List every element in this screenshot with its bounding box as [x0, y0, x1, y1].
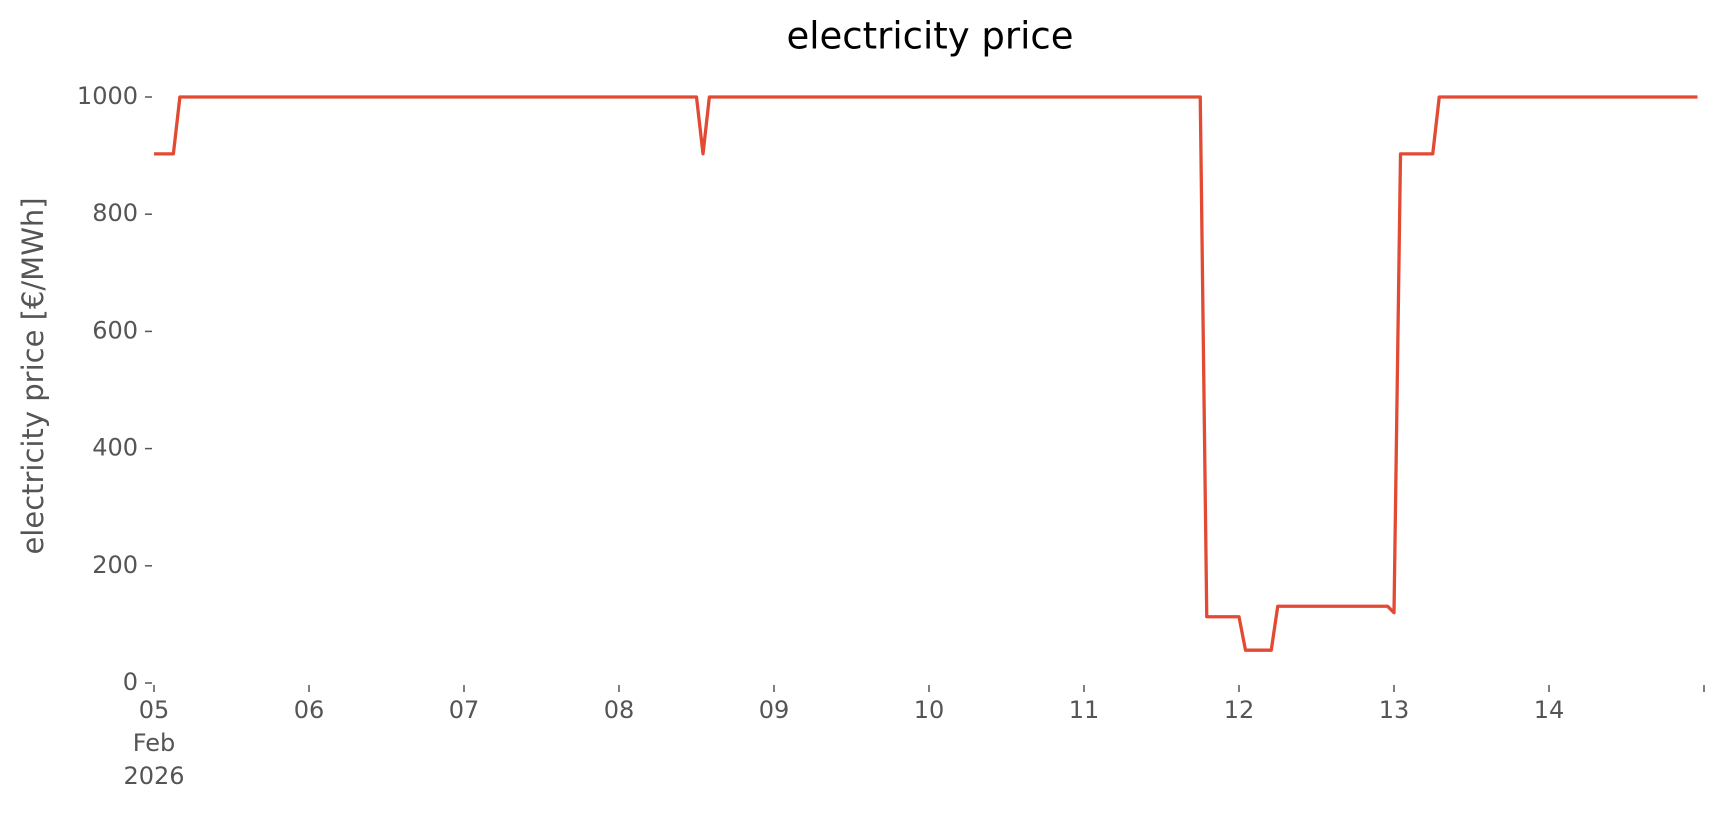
- x-tick-label: 14: [1533, 696, 1565, 724]
- x-tick-label: 06: [293, 696, 325, 724]
- y-tick-label: 400: [92, 434, 138, 462]
- x-tick-label: 13: [1378, 696, 1410, 724]
- y-axis-label: electricity price [€/MWh]: [16, 197, 50, 554]
- price-line: [154, 95, 1698, 652]
- x-tick-label: 11: [1068, 696, 1100, 724]
- x-tick-label: 07: [448, 696, 480, 724]
- x-tick-label: 08: [603, 696, 635, 724]
- y-tick-label: 200: [92, 551, 138, 579]
- x-tick-label: 10: [913, 696, 945, 724]
- x-tick-label: 05 Feb 2026: [123, 696, 185, 790]
- x-tick-label: 12: [1223, 696, 1255, 724]
- y-tick-label: 1000: [77, 82, 138, 110]
- y-tick-label: 600: [92, 316, 138, 344]
- x-tick-label: 09: [758, 696, 790, 724]
- y-tick-label: 0: [123, 668, 138, 696]
- chart-title: electricity price: [786, 15, 1073, 58]
- y-tick-label: 800: [92, 199, 138, 227]
